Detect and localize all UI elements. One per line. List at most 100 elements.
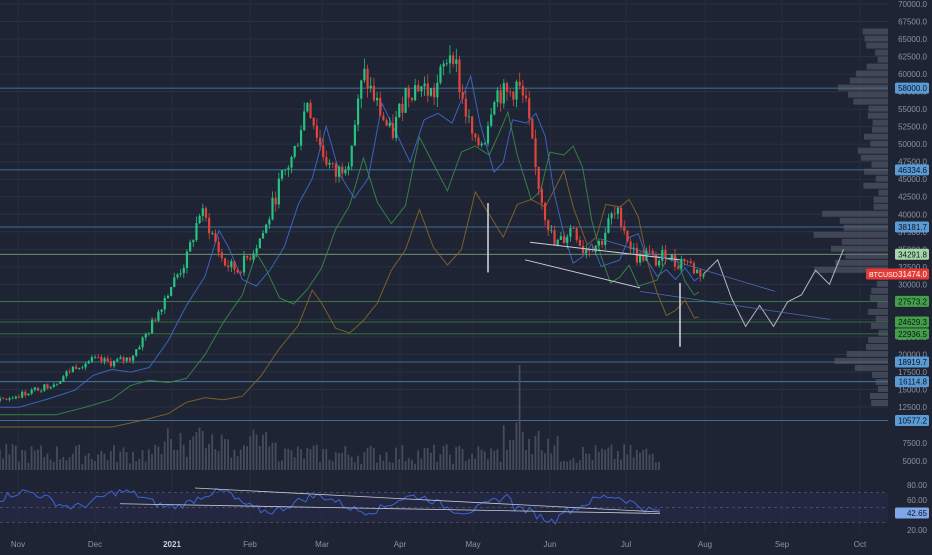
candle-body (160, 309, 163, 312)
candle-body (347, 166, 350, 170)
profile-bar (875, 378, 888, 385)
volume-bar (620, 459, 622, 470)
candle-body (433, 88, 436, 98)
candle-body (185, 251, 189, 268)
profile-bar (877, 56, 888, 63)
candle-body (471, 116, 474, 134)
candle-body (341, 166, 344, 174)
profile-bar (845, 252, 888, 259)
volume-bar (246, 446, 248, 470)
volume-bar (395, 447, 397, 470)
candle-body (138, 347, 141, 350)
volume-bar (182, 444, 185, 470)
volume-bar (645, 448, 648, 470)
volume-bar (372, 447, 375, 470)
volume-bar (138, 458, 141, 470)
volume-bar (277, 461, 280, 470)
candle-body (334, 163, 337, 177)
candle-body (173, 277, 176, 288)
candle-body (699, 269, 702, 277)
level-label-8: 16114.8 (899, 378, 928, 387)
candle-body (423, 83, 426, 87)
trend-drawings[interactable] (487, 203, 844, 347)
volume-bar (75, 445, 77, 470)
profile-bar (871, 322, 888, 329)
price-tick-3: 62500.0 (898, 53, 927, 62)
candle-body (490, 114, 493, 126)
rsi-tick-0: 80.00 (907, 481, 928, 490)
price-tick-20: 20000.0 (898, 350, 927, 359)
candle-body (353, 124, 357, 146)
candle-body (284, 169, 287, 171)
candle-body (144, 334, 147, 338)
candle-body (461, 92, 464, 99)
candle-body (52, 384, 55, 388)
profile-bar (857, 147, 888, 154)
volume-bar (433, 444, 435, 470)
candle-body (607, 218, 610, 233)
candle-body (90, 357, 93, 362)
volume-bar (125, 451, 128, 470)
candle-body (261, 233, 265, 239)
profile-bar (839, 217, 888, 224)
candle-body (303, 111, 306, 131)
price-tick-6: 55000.0 (898, 105, 927, 114)
profile-bar (866, 42, 888, 49)
volume-bar (585, 453, 588, 470)
candle-body (271, 197, 274, 220)
profile-bar (867, 112, 888, 119)
profile-bar (855, 70, 888, 77)
candle-body (318, 137, 322, 146)
price-tick-9: 47500.0 (898, 158, 927, 167)
volume-bar (14, 445, 17, 470)
volume-bar (170, 439, 172, 470)
volume-bar (176, 450, 179, 470)
time-axis[interactable]: Nov Dec 2021 Feb Mar Apr May Jun Jul Aug Sep Oct (0, 533, 932, 550)
candle-body (562, 236, 566, 244)
candle-body (211, 233, 214, 234)
candle-body (474, 133, 477, 138)
volume-bar (287, 448, 290, 470)
candle-body (141, 337, 144, 348)
volume-bar (610, 444, 613, 470)
volume-bar (198, 427, 201, 470)
price-axis[interactable]: 70000.067500.065000.062500.060000.057500… (866, 0, 932, 550)
level-label-9: 10577.2 (898, 416, 927, 425)
candle-body (401, 103, 404, 113)
profile-bar (863, 133, 888, 140)
candle-body (613, 213, 616, 215)
volume-bar (242, 445, 245, 470)
volume-bar (360, 463, 363, 470)
volume-bar (0, 449, 1, 470)
candle-body (382, 115, 385, 121)
moving-average-fast (0, 74, 700, 408)
level-label-4: 27573.2 (898, 297, 927, 306)
candle-body (62, 376, 65, 382)
volume-bar (189, 439, 191, 470)
volume-bar (119, 451, 122, 470)
volume-bar (255, 434, 258, 470)
candle-body (325, 157, 328, 165)
candle-body (642, 254, 645, 261)
volume-bar (166, 428, 169, 470)
price-tick-12: 40000.0 (898, 210, 927, 219)
candle-body (575, 228, 578, 241)
current-price-label: 31474.0 (898, 270, 927, 279)
volume-bar (160, 453, 163, 470)
volume-bar (452, 463, 454, 470)
volume-bar (490, 448, 492, 470)
volume-bar (547, 438, 550, 470)
candle-body (366, 68, 369, 89)
volume-bar (502, 425, 505, 470)
volume-bar (147, 449, 150, 470)
candle-body (372, 85, 376, 101)
time-tick-10: Sep (775, 540, 790, 549)
level-badge-5 (895, 316, 929, 328)
candle-body (597, 240, 601, 246)
volume-bar (448, 454, 451, 470)
candle-body (135, 349, 138, 356)
level-badge-7 (895, 356, 929, 368)
candle-body (616, 207, 620, 214)
